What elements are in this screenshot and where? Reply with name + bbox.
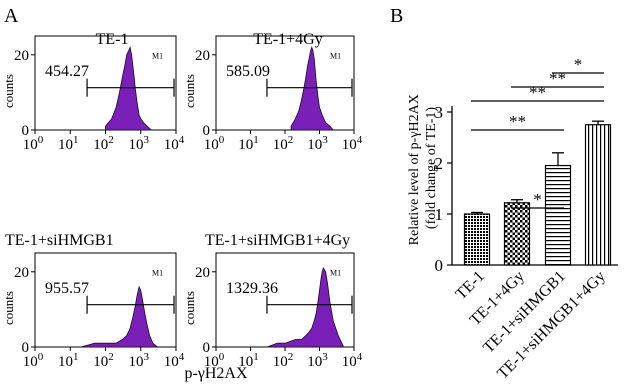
y-tick-label: 20 [14, 48, 29, 64]
y-axis-label: counts [1, 291, 16, 325]
x-tick-label: 102 [93, 134, 114, 153]
x-tick-label: 100 [204, 351, 225, 370]
y-tick-label: 0 [22, 123, 30, 139]
histogram-panel: M1 TE-1 454.27 0 20 counts 100 101 102 103 104 [1, 31, 185, 153]
y-tick-label: 20 [195, 48, 210, 64]
y-axis-label: counts [182, 74, 197, 108]
x-tick-label: 101 [238, 351, 259, 370]
x-tick-label: 104 [342, 351, 363, 370]
panel-b-ylabel-line2: (fold change of TE-1) [424, 107, 439, 230]
bar [544, 164, 572, 266]
bar [503, 202, 531, 266]
bar [463, 213, 491, 266]
histogram-grid: M1 TE-1 454.27 0 20 counts 100 101 102 103 104 M1 TE… [1, 31, 363, 370]
x-tick-label: 104 [342, 134, 363, 153]
y-tick-label: 0 [22, 340, 30, 356]
histogram-title: TE-1+siHMGB1 [5, 232, 114, 249]
histogram-area [105, 45, 153, 131]
gate-marker-label: M1 [152, 52, 163, 61]
significance-label: ** [509, 112, 526, 131]
histogram-mean-value: 1329.36 [226, 280, 278, 297]
x-tick-label: 100 [23, 134, 44, 153]
panel-b-ylabel: Relative level of p-γH2AX (fold change o… [407, 91, 439, 246]
panel-b-letter: B [390, 5, 403, 27]
significance-label: ** [549, 69, 566, 88]
y-tick-label: 2 [435, 154, 444, 173]
x-tick-label: 101 [238, 134, 259, 153]
plot-frame [34, 35, 177, 131]
histogram-mean-value: 955.57 [45, 280, 89, 297]
panel-a-letter: A [4, 5, 19, 27]
x-tick-label: 101 [58, 134, 79, 153]
significance-label: * [533, 190, 542, 209]
x-tick-label: 102 [273, 351, 294, 370]
gate-marker-label: M1 [152, 269, 163, 278]
y-tick-label: 20 [195, 265, 210, 281]
y-tick-label: 0 [203, 123, 211, 139]
x-tick-label: 100 [23, 351, 44, 370]
histogram-area [266, 267, 345, 348]
x-tick-label: 100 [204, 134, 225, 153]
histogram-panel: M1 TE-1+siHMGB1 955.57 0 20 counts 100 101 102 10… [1, 232, 185, 370]
panel-b-ylabel-line1: Relative level of p-γH2AX [407, 94, 422, 245]
significance-label: * [574, 55, 583, 74]
category-label: TE-1 [453, 268, 488, 303]
histogram-area [80, 285, 159, 348]
x-tick-label: 102 [273, 134, 294, 153]
histogram-mean-value: 454.27 [45, 63, 89, 80]
x-tick-label: 103 [129, 351, 150, 370]
y-axis-label: counts [1, 74, 16, 108]
histogram-area [290, 46, 335, 131]
gate-marker-label: M1 [330, 269, 341, 278]
y-tick-label: 1 [435, 205, 444, 224]
x-tick-label: 104 [164, 351, 185, 370]
histogram-title: TE-1+4Gy [253, 31, 322, 48]
y-tick-label: 0 [435, 256, 444, 275]
histogram-panel: M1 TE-1+siHMGB1+4Gy 1329.36 0 20 counts 100 101… [182, 232, 363, 370]
y-tick-label: 0 [203, 340, 211, 356]
y-axis-label: counts [182, 291, 197, 325]
y-tick-label: 20 [14, 265, 29, 281]
gate-marker-label: M1 [330, 52, 341, 61]
significance-label: ** [529, 83, 546, 102]
histogram-title: TE-1 [96, 31, 129, 48]
y-tick-label: 3 [435, 103, 444, 122]
panel-a-x-axis-label: p-γH2AX [184, 365, 248, 382]
bar [584, 124, 612, 266]
histogram-mean-value: 585.09 [226, 63, 270, 80]
x-tick-label: 103 [307, 134, 328, 153]
x-tick-label: 102 [93, 351, 114, 370]
bar-chart: 0123TE-1TE-1+4GyTE-1+siHMGB1TE-1+siHMGB1… [435, 55, 618, 382]
histogram-panel: M1 TE-1+4Gy 585.09 0 20 counts 100 101 102 103 104 [182, 31, 363, 153]
plot-frame [215, 35, 355, 131]
plot-frame [34, 252, 177, 348]
x-tick-label: 103 [307, 351, 328, 370]
x-tick-label: 103 [129, 134, 150, 153]
x-tick-label: 104 [164, 134, 185, 153]
x-tick-label: 101 [58, 351, 79, 370]
histogram-title: TE-1+siHMGB1+4Gy [205, 232, 350, 249]
